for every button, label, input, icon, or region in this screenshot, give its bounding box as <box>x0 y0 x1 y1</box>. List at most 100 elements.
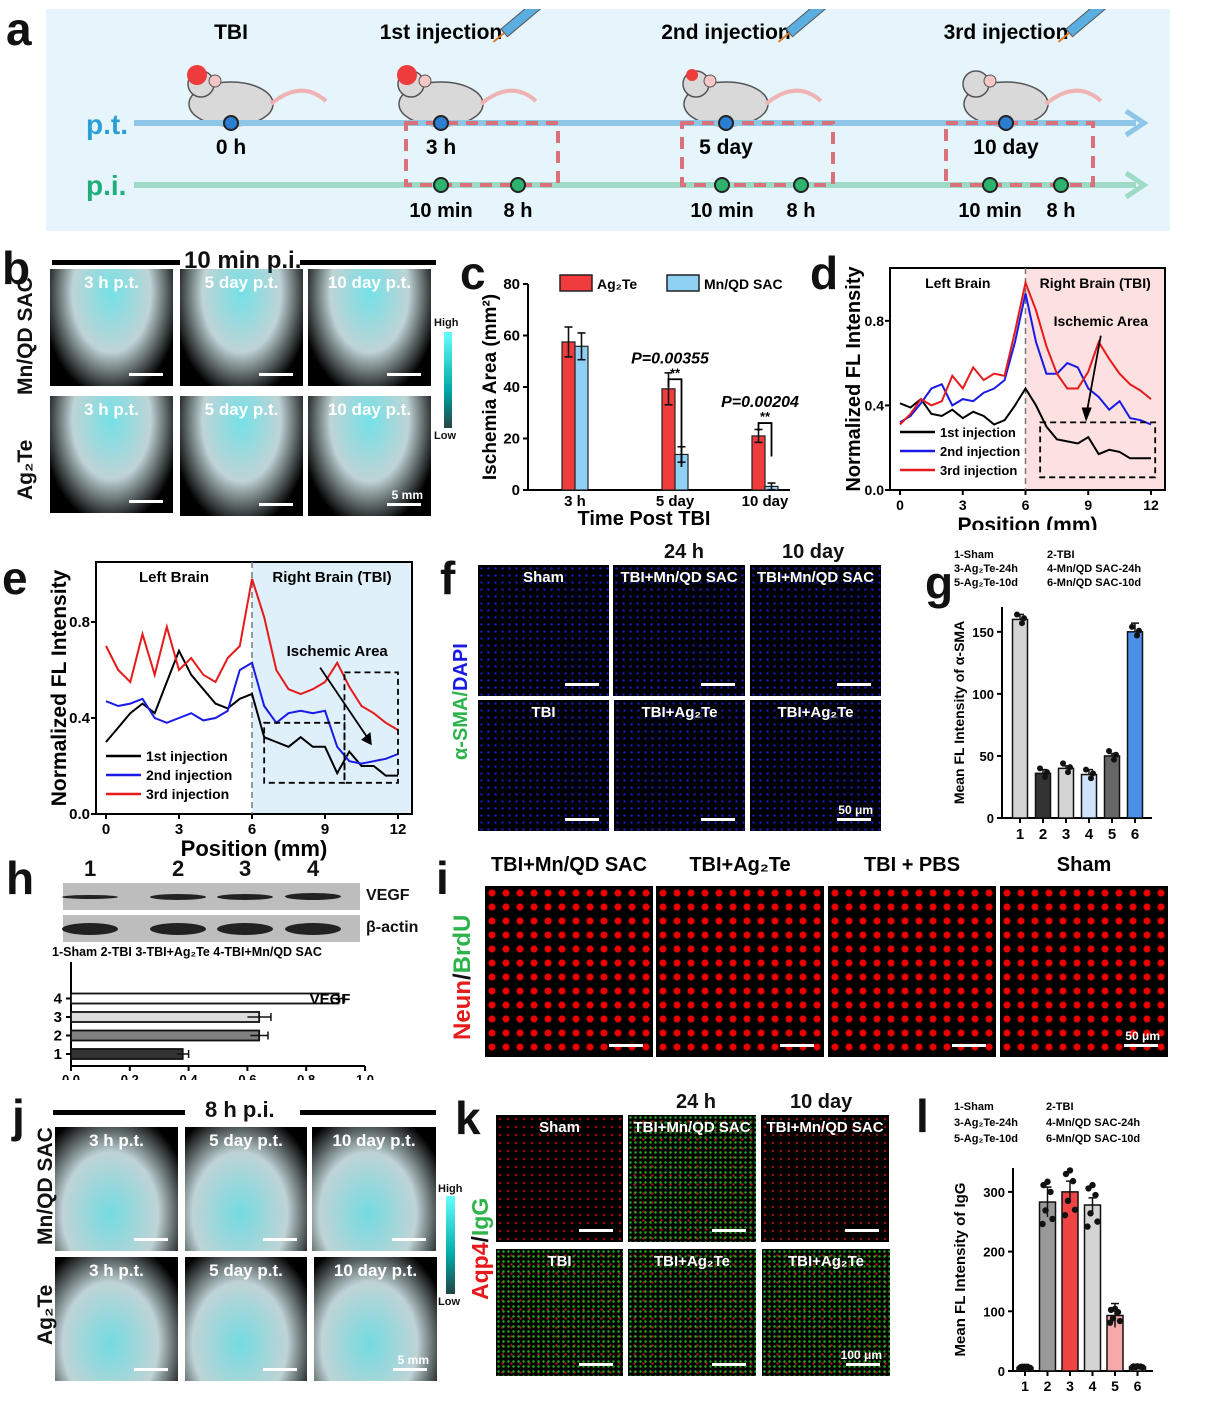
x-tick-label: 5 day <box>656 493 695 510</box>
y-tick-label: 0.0 <box>865 482 885 498</box>
y-tick-label: 0 <box>512 482 520 499</box>
series-line <box>899 279 1152 426</box>
tbi-region-shade <box>252 562 412 814</box>
x-tick-label: 0.6 <box>238 1072 256 1080</box>
ischemic-area-label: Ischemic Area <box>287 643 389 660</box>
legend-label: 1st injection <box>146 748 228 764</box>
panel-i-stain-label: Neun/BrdU <box>449 915 477 1040</box>
micrograph-tile: TBI+Ag₂Te <box>628 1249 756 1376</box>
mouse-icon <box>187 65 328 127</box>
bar <box>574 345 589 491</box>
data-point <box>1116 1317 1124 1325</box>
chart-e: 0 3 6 9 12 0.0 0.4 0.8 1st injection 2nd injectio… <box>48 561 413 861</box>
stain-sep: / <box>467 1236 493 1243</box>
tile-title: TBI+Mn/QD SAC <box>756 569 875 586</box>
micrograph-tile: TBI+Ag₂Te <box>656 854 824 1057</box>
pt-axis-label: p.t. <box>86 109 128 140</box>
y-tick-label: 2 <box>54 1028 62 1045</box>
legend-label: 4-Mn/QD SAC-24h <box>1047 563 1141 575</box>
scale-bar <box>263 1368 297 1371</box>
data-point <box>1113 751 1119 758</box>
blot-band <box>285 922 341 935</box>
tile-title: 10 day p.t. <box>333 1261 418 1280</box>
legend-label: 2nd injection <box>146 767 232 783</box>
tile-title: TBI+Mn/QD SAC <box>620 569 738 586</box>
blot-band <box>150 893 206 900</box>
pi-time-label: 8 h <box>1047 200 1076 222</box>
scale-bar <box>780 1044 814 1047</box>
data-point <box>1111 1305 1119 1313</box>
scale-bar <box>609 1044 643 1047</box>
chart-d: 0 3 6 9 12 0.0 0.4 0.8 1st injection 2nd injectio… <box>843 266 1166 530</box>
tile-title: Sham <box>523 569 564 586</box>
x-tick-label: 12 <box>1143 497 1159 513</box>
tile-title: 10 day p.t. <box>327 273 412 292</box>
scale-bar <box>259 373 293 376</box>
series-line <box>899 293 1152 426</box>
mouse-ear <box>983 74 997 88</box>
scale-bar <box>565 818 599 821</box>
micrograph-tile: Sham <box>478 565 609 696</box>
micrograph-tile: TBI+Mn/QD SAC <box>613 565 745 696</box>
x-tick-label: 5 <box>1108 826 1116 843</box>
scale-bar <box>579 1363 613 1366</box>
legend-label: 5-Ag₂Te-10d <box>954 577 1018 589</box>
tile-title: TBI+Ag₂Te <box>689 854 791 876</box>
significance-stars: ** <box>670 365 681 380</box>
legend-label: 2nd injection <box>940 444 1020 459</box>
data-point <box>1016 1364 1024 1372</box>
data-point <box>1090 770 1096 777</box>
data-point <box>1042 774 1048 781</box>
y-axis-label: Ischemia Area (mm²) <box>480 294 501 480</box>
data-point <box>1092 1191 1099 1199</box>
pt-marker <box>998 115 1014 131</box>
blot-row-label: β-actin <box>366 919 419 936</box>
panel-label-k: k <box>455 1092 481 1144</box>
y-tick-label: 50 <box>980 749 994 764</box>
region-label-left: Left Brain <box>925 275 990 291</box>
plot-frame <box>95 561 413 815</box>
panel-label-j: j <box>12 1090 25 1142</box>
panel-k-stain-label: Aqp4/IgG <box>467 1198 494 1300</box>
data-point <box>1083 766 1089 773</box>
row-label-mnqd: Mn/QD SAC <box>14 277 37 395</box>
panel-label-l: l <box>916 1090 929 1142</box>
micrograph-tile: 10 day p.t. <box>312 1127 436 1251</box>
data-point <box>1061 1211 1069 1219</box>
pt-marker <box>718 115 734 131</box>
series-line <box>105 648 398 777</box>
micrograph-tile: TBI + PBS <box>828 854 996 1057</box>
col-header-10day: 10 day <box>790 1091 853 1113</box>
time-window-box <box>944 121 1095 187</box>
colorbar-high: High <box>434 317 459 329</box>
x-tick-label: 0 <box>102 821 110 838</box>
micrograph-tile: TBI <box>478 700 609 831</box>
y-tick-label: 20 <box>503 431 520 448</box>
region-label-right: Right Brain (TBI) <box>1040 275 1151 291</box>
tile-title: 10 day p.t. <box>327 400 412 419</box>
tile-title: TBI + PBS <box>863 854 961 876</box>
blot-band <box>62 922 118 935</box>
y-tick-label: 200 <box>983 1245 1005 1260</box>
micrograph-tile: 5 day p.t. <box>185 1257 307 1381</box>
p-value: P=0.00204 <box>721 394 799 411</box>
legend-label: 1-Sham <box>954 549 994 561</box>
pi-time-label: 8 h <box>787 200 816 222</box>
micrograph-tile: Sham <box>496 1115 623 1242</box>
legend-label: Ag₂Te <box>597 276 637 292</box>
syringe-barrel <box>785 0 830 38</box>
tile-title: TBI+Ag₂Te <box>654 1253 730 1270</box>
x-tick-label: 4 <box>1085 826 1094 843</box>
micrograph-tile: 3 h p.t. <box>50 269 173 386</box>
stage-label: 1st injection <box>380 21 503 44</box>
panel-label-b: b <box>2 242 31 294</box>
pi-arrow <box>1124 170 1149 200</box>
scale-bar <box>837 683 871 686</box>
pt-marker <box>223 115 239 131</box>
bar <box>1057 767 1075 819</box>
micrograph-tile: Sham 50 μm <box>1000 854 1168 1057</box>
legend-label: 4-Mn/QD SAC-24h <box>1046 1117 1140 1129</box>
region-label-right: Right Brain (TBI) <box>272 569 391 586</box>
series-line <box>899 386 1151 460</box>
